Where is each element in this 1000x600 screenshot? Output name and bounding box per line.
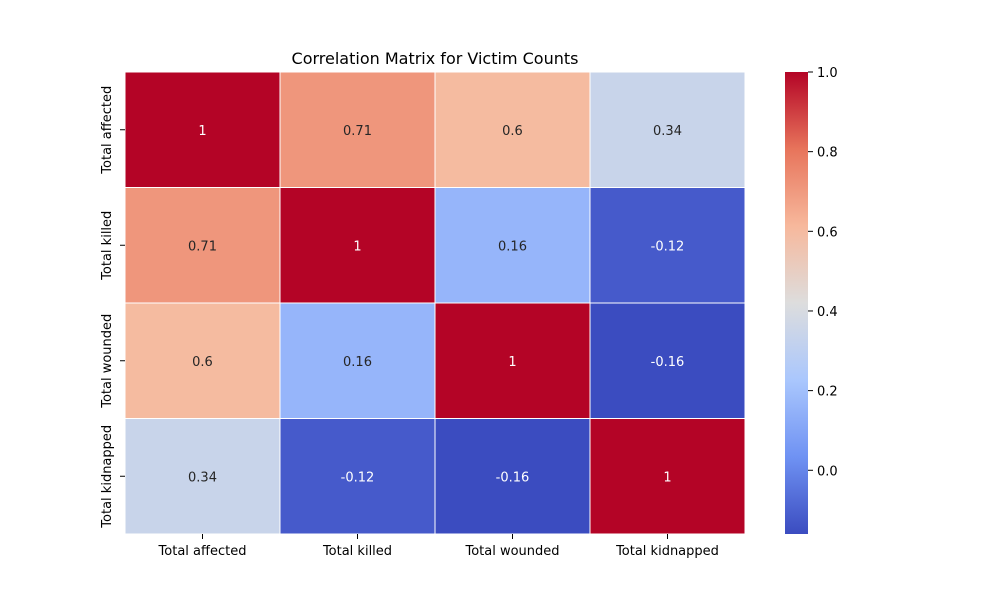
x-tick-label-3: Total kidnapped — [615, 544, 719, 559]
colorbar-tick-label-3: 0.6 — [817, 225, 838, 240]
x-tick-label-2: Total wounded — [464, 544, 559, 559]
cell-value-label-r1-c0: 0.71 — [188, 239, 217, 254]
heatmap-cell-r1-c1 — [279, 187, 436, 304]
heatmap-cell-r0-c2 — [434, 71, 591, 188]
cell-value-label-r0-c3: 0.34 — [653, 124, 682, 139]
colorbar-tick-label-4: 0.8 — [817, 146, 838, 161]
cell-value-label-r2-c1: 0.16 — [343, 355, 372, 370]
x-tick-label-1: Total killed — [322, 544, 392, 559]
heatmap-cell-r3-c1 — [279, 418, 436, 535]
cell-value-label-r3-c3: 1 — [663, 470, 671, 485]
heatmap-cell-r2-c3 — [589, 302, 746, 419]
heatmap-cell-r3-c0 — [124, 418, 281, 535]
colorbar-gradient — [785, 72, 808, 534]
colorbar-tick-label-1: 0.2 — [817, 385, 838, 400]
cell-value-label-r2-c2: 1 — [508, 355, 516, 370]
cell-value-label-r2-c0: 0.6 — [192, 355, 213, 370]
x-tick-label-0: Total affected — [158, 544, 247, 559]
y-tick-label-0: Total affected — [100, 86, 115, 175]
heatmap-cell-r0-c0 — [124, 71, 281, 188]
y-tick-label-1: Total killed — [100, 211, 115, 281]
y-tick-label-3: Total kidnapped — [100, 425, 115, 529]
cell-value-label-r3-c2: -0.16 — [496, 470, 530, 485]
heatmap-cell-r2-c1 — [279, 302, 436, 419]
cell-value-label-r0-c2: 0.6 — [502, 124, 523, 139]
heatmap-cell-r3-c3 — [589, 418, 746, 535]
cell-value-label-r1-c2: 0.16 — [498, 239, 527, 254]
colorbar-tick-label-0: 0.0 — [817, 464, 838, 479]
cell-value-label-r0-c1: 0.71 — [343, 124, 372, 139]
cell-value-label-r1-c1: 1 — [353, 239, 361, 254]
colorbar-tick-label-2: 0.4 — [817, 305, 838, 320]
heatmap-cell-r1-c3 — [589, 187, 746, 304]
y-axis: Total affected Total killed Total wounded T… — [100, 86, 125, 529]
cell-value-label-r3-c0: 0.34 — [188, 470, 217, 485]
cell-value-label-r0-c0: 1 — [198, 124, 206, 139]
heatmap-cell-r3-c2 — [434, 418, 591, 535]
cell-value-label-r1-c3: -0.12 — [651, 239, 685, 254]
heatmap-cell-r1-c0 — [124, 187, 281, 304]
y-tick-label-2: Total wounded — [100, 314, 115, 409]
heatmap-cell-r0-c3 — [589, 71, 746, 188]
heatmap-cells: 1 0.71 0.6 0.34 0.71 1 0.16 -0.12 0.6 0.16 1 -0.16 0… — [124, 71, 746, 535]
x-axis: Total affected Total killed Total wounded T… — [158, 534, 719, 559]
colorbar: 0.0 0.2 0.4 0.6 0.8 1.0 — [785, 66, 838, 534]
cell-value-label-r2-c3: -0.16 — [651, 355, 685, 370]
cell-value-label-r3-c1: -0.12 — [341, 470, 375, 485]
heatmap-cell-r0-c1 — [279, 71, 436, 188]
colorbar-tick-label-5: 1.0 — [817, 66, 838, 81]
chart-title: Correlation Matrix for Victim Counts — [292, 49, 579, 68]
